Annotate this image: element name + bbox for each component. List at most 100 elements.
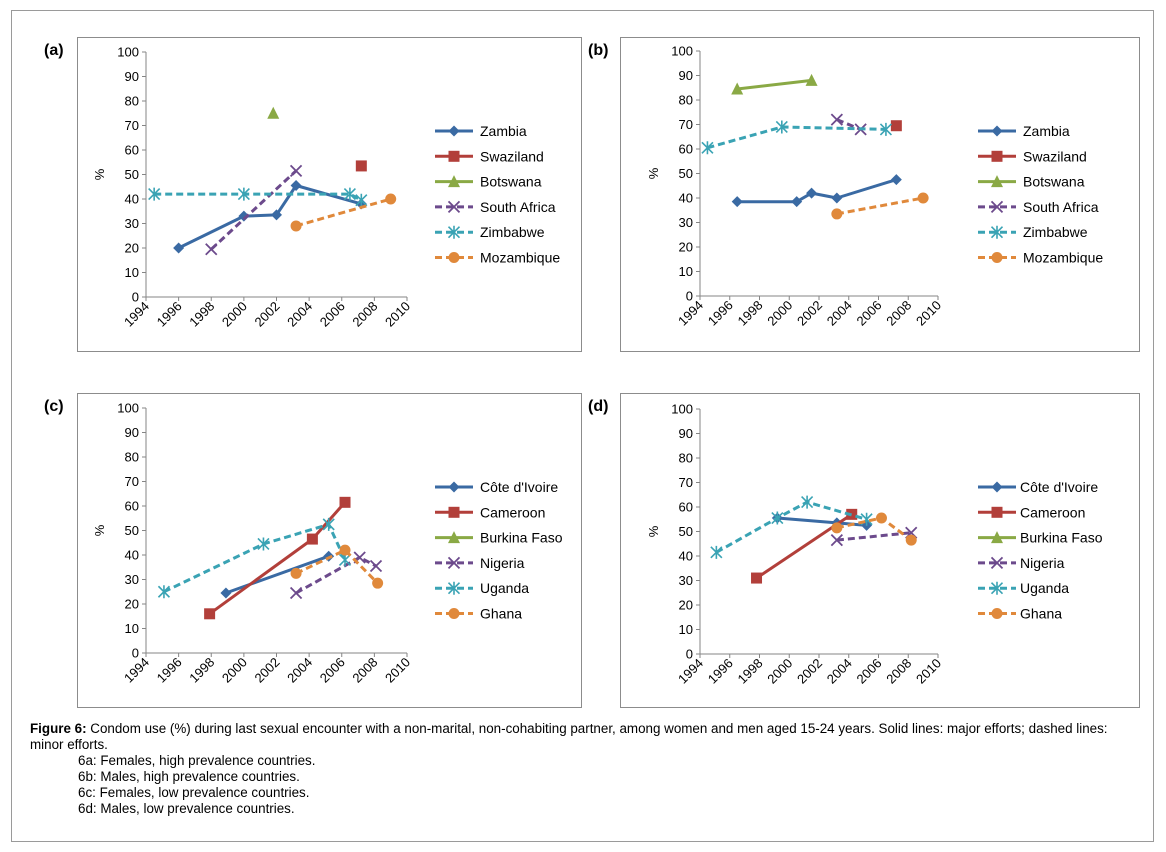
data-point: [205, 243, 218, 256]
data-point: [339, 496, 351, 508]
legend-item: Burkina Faso: [978, 530, 1103, 546]
legend-marker: [990, 556, 1004, 570]
y-tick-label: 60: [125, 143, 139, 158]
y-tick-label: 100: [117, 401, 139, 416]
y-tick-label: 80: [125, 450, 139, 465]
chart-panel-d: (d)0102030405060708090100%19941996199820…: [588, 393, 1140, 708]
series-botswana: [731, 73, 818, 95]
legend-label: Zambia: [480, 123, 527, 139]
y-tick-label: 90: [125, 425, 139, 440]
y-tick-label: 60: [679, 142, 693, 157]
legend-label: Uganda: [480, 580, 529, 596]
legend-marker: [447, 581, 461, 595]
y-tick-label: 90: [679, 68, 693, 83]
legend: Côte d'Ivoire Cameroon Burkina Faso Nigeria…: [978, 479, 1103, 622]
legend-label: Uganda: [1020, 580, 1069, 596]
y-tick-label: 100: [671, 44, 693, 59]
panel-label: (d): [588, 398, 608, 415]
legend-marker: [991, 481, 1003, 493]
y-tick-label: 50: [125, 523, 139, 538]
legend-label: Cameroon: [1020, 504, 1085, 520]
data-point: [831, 192, 843, 204]
data-point: [806, 187, 818, 199]
legend: Zambia Swaziland Botswana South Africa Zimba…: [978, 123, 1103, 266]
series-line: [737, 78, 812, 91]
series-line: [836, 118, 862, 131]
legend-label: Botswana: [480, 174, 542, 190]
data-point: [701, 141, 714, 155]
legend-marker: [448, 608, 460, 619]
legend-label: Burkina Faso: [480, 530, 563, 546]
data-point: [917, 192, 929, 204]
legend-marker: [448, 125, 460, 137]
chart-frame: [77, 37, 582, 352]
legend-label: Botswana: [1023, 174, 1085, 190]
y-tick-label: 30: [679, 215, 693, 230]
legend-item: Ghana: [435, 606, 522, 622]
chart-panel-b: (b)0102030405060708090100%19941996199820…: [588, 37, 1140, 352]
y-tick-label: 50: [679, 166, 693, 181]
chart-frame: [77, 393, 582, 708]
y-axis-label: %: [92, 168, 107, 180]
series-zambia: [731, 174, 902, 208]
data-point: [369, 559, 383, 573]
legend-label: Mozambique: [480, 250, 560, 266]
legend-marker: [991, 175, 1003, 188]
data-point: [751, 572, 763, 584]
series-swaziland: [355, 160, 367, 172]
legend: Côte d'Ivoire Cameroon Burkina Faso Nigeria…: [435, 479, 563, 622]
y-tick-label: 50: [679, 524, 693, 539]
legend-label: Zimbabwe: [1023, 224, 1088, 240]
y-tick-label: 80: [679, 93, 693, 108]
y-tick-label: 10: [125, 621, 139, 636]
legend-marker: [448, 506, 460, 518]
caption-label: Figure 6:: [30, 721, 87, 736]
data-point: [271, 209, 282, 221]
data-point: [830, 113, 843, 126]
legend-marker: [991, 125, 1003, 137]
legend-item: Swaziland: [978, 148, 1087, 164]
data-point: [238, 210, 250, 222]
legend-marker: [991, 531, 1003, 544]
legend-marker: [447, 200, 461, 214]
data-point: [290, 567, 302, 579]
y-tick-label: 40: [679, 191, 693, 206]
series-zambia: [173, 180, 367, 254]
series-south-africa: [205, 164, 303, 256]
y-tick-label: 60: [125, 499, 139, 514]
legend-label: Zambia: [1023, 123, 1070, 139]
legend-label: Swaziland: [480, 148, 544, 164]
legend-label: South Africa: [1023, 199, 1099, 215]
series-cameroon: [204, 496, 351, 620]
data-point: [731, 196, 743, 208]
y-tick-label: 90: [125, 69, 139, 84]
legend-item: Côte d'Ivoire: [978, 479, 1098, 495]
data-point: [290, 220, 302, 232]
legend-item: Botswana: [435, 174, 542, 190]
data-point: [890, 174, 902, 186]
legend-marker: [448, 531, 460, 544]
figure-frame: [11, 10, 1154, 842]
legend-item: South Africa: [978, 199, 1099, 215]
series-line: [154, 192, 363, 202]
y-tick-label: 20: [125, 241, 139, 256]
data-point: [157, 585, 171, 599]
y-axis-label: %: [646, 525, 661, 537]
data-point: [879, 122, 893, 136]
y-axis-label: %: [646, 167, 661, 179]
data-point: [771, 511, 784, 525]
legend-label: Nigeria: [1020, 555, 1065, 571]
y-tick-label: 70: [679, 475, 693, 490]
legend-label: Zimbabwe: [480, 224, 545, 240]
y-tick-label: 70: [125, 474, 139, 489]
series-line: [163, 522, 347, 594]
series-uganda: [157, 517, 352, 599]
legend-item: Mozambique: [435, 250, 560, 266]
data-point: [204, 608, 216, 620]
series-mozambique: [290, 193, 397, 232]
data-point: [322, 517, 335, 531]
y-tick-label: 0: [686, 289, 693, 304]
series-mozambique: [831, 192, 929, 220]
legend-item: Uganda: [435, 580, 529, 596]
